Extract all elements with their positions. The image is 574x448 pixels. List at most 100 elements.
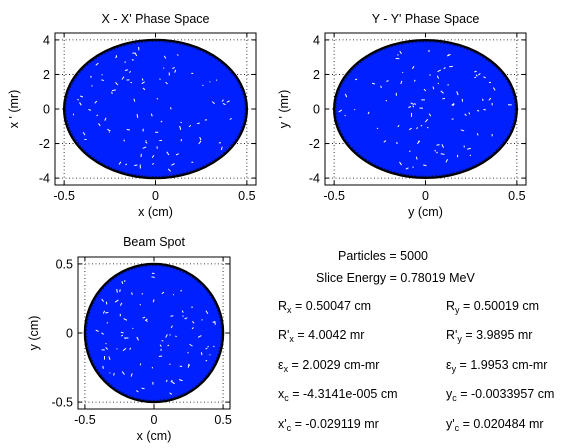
particle-speck bbox=[151, 154, 155, 158]
particle-speck bbox=[405, 167, 409, 170]
particle-speck bbox=[180, 289, 182, 292]
y-axis-label: x ' (mr) bbox=[7, 90, 21, 128]
y-tick-label: 0 bbox=[313, 103, 320, 117]
particle-speck bbox=[126, 128, 130, 131]
y-tick-label: 2 bbox=[313, 68, 320, 82]
particle-speck bbox=[105, 347, 109, 350]
particle-speck bbox=[476, 133, 479, 136]
particle-speck bbox=[116, 288, 118, 293]
particle-speck bbox=[179, 125, 182, 130]
particle-speck bbox=[120, 334, 124, 337]
particle-speck bbox=[338, 109, 343, 113]
y-tick-label: 0.5 bbox=[56, 257, 73, 271]
particle-speck bbox=[171, 381, 175, 385]
particle-speck bbox=[408, 106, 412, 108]
particle-speck bbox=[172, 66, 175, 70]
particle-speck bbox=[386, 80, 389, 82]
particle-speck bbox=[445, 159, 448, 163]
particle-speck bbox=[145, 141, 148, 144]
particle-speck bbox=[452, 103, 455, 107]
particle-speck bbox=[460, 129, 465, 132]
particle-speck bbox=[101, 79, 104, 82]
stat-rpx: R'x = 4.0042 mr bbox=[278, 328, 365, 344]
y-tick-label: 0 bbox=[43, 103, 50, 117]
particle-speck bbox=[476, 109, 480, 112]
particle-speck bbox=[475, 74, 478, 77]
particle-speck bbox=[136, 113, 139, 118]
y-tick-label: -2 bbox=[39, 137, 50, 151]
particle-speck bbox=[169, 392, 173, 395]
particle-speck bbox=[413, 79, 416, 82]
particle-speck bbox=[205, 359, 208, 362]
particle-speck bbox=[123, 318, 128, 321]
particle-speck bbox=[416, 126, 419, 130]
particle-speck bbox=[354, 78, 358, 81]
particle-speck bbox=[123, 337, 126, 340]
particle-speck bbox=[151, 276, 155, 278]
particle-speck bbox=[101, 298, 105, 302]
particle-speck bbox=[200, 352, 203, 356]
particle-speck bbox=[174, 69, 177, 73]
particle-speck bbox=[211, 101, 216, 105]
particle-speck bbox=[95, 329, 99, 332]
particle-speck bbox=[95, 62, 99, 66]
particle-speck bbox=[152, 163, 155, 165]
particle-speck bbox=[181, 310, 184, 313]
plot-2: Y - Y' Phase Space -0.5 0 0.5 -4 -2 0 2 4 y (cm) y… bbox=[277, 12, 527, 219]
particle-speck bbox=[142, 316, 146, 319]
particle-speck bbox=[145, 140, 147, 142]
particle-speck bbox=[440, 90, 444, 94]
particle-speck bbox=[451, 102, 455, 106]
particle-speck bbox=[142, 87, 146, 91]
x-tick-label: 0.5 bbox=[238, 189, 255, 203]
particle-speck bbox=[229, 117, 232, 120]
chart-title: Y - Y' Phase Space bbox=[372, 12, 480, 26]
particle-speck bbox=[221, 99, 224, 102]
particle-speck bbox=[121, 76, 125, 80]
particle-speck bbox=[213, 345, 215, 348]
particle-speck bbox=[180, 121, 182, 124]
particle-speck bbox=[125, 163, 128, 166]
x-axis-label: y (cm) bbox=[408, 205, 443, 219]
particle-speck bbox=[163, 55, 167, 59]
particle-speck bbox=[436, 75, 440, 79]
particle-speck bbox=[118, 161, 122, 165]
slice-energy: Slice Energy = 0.78019 MeV bbox=[316, 271, 475, 285]
particle-speck bbox=[440, 153, 445, 155]
particle-speck bbox=[129, 347, 132, 350]
particle-speck bbox=[199, 136, 202, 141]
particle-speck bbox=[176, 54, 179, 56]
particle-speck bbox=[120, 331, 124, 334]
particle-speck bbox=[410, 102, 415, 106]
particle-speck bbox=[436, 151, 438, 154]
particle-speck bbox=[131, 59, 134, 61]
plot-1: X - X' Phase Space -0.5 0 0.5 -4 -2 0 2 4 x (cm) x… bbox=[7, 12, 257, 219]
particle-speck bbox=[467, 147, 471, 150]
particle-speck bbox=[437, 82, 440, 85]
particle-speck bbox=[188, 124, 192, 128]
x-tick-label: 0 bbox=[422, 189, 429, 203]
particle-speck bbox=[165, 379, 168, 383]
particle-speck bbox=[141, 293, 144, 295]
x-tick-label: 0 bbox=[152, 189, 159, 203]
particle-speck bbox=[121, 281, 124, 285]
particle-speck bbox=[187, 363, 190, 368]
particle-speck bbox=[191, 327, 194, 330]
particle-speck bbox=[169, 363, 171, 366]
particle-speck bbox=[114, 299, 119, 303]
particle-speck bbox=[371, 82, 376, 85]
y-tick-label: -4 bbox=[39, 172, 50, 186]
particle-speck bbox=[426, 126, 429, 129]
particle-speck bbox=[139, 303, 142, 306]
particle-speck bbox=[121, 371, 125, 375]
particle-speck bbox=[483, 76, 486, 79]
particle-speck bbox=[79, 95, 84, 98]
particle-speck bbox=[205, 310, 209, 315]
particle-speck bbox=[432, 86, 435, 90]
particle-speck bbox=[416, 140, 421, 145]
x-tick-label: 0 bbox=[151, 413, 158, 427]
particle-speck bbox=[108, 131, 111, 133]
particle-speck bbox=[144, 318, 148, 322]
x-tick-label: 0.5 bbox=[214, 413, 231, 427]
